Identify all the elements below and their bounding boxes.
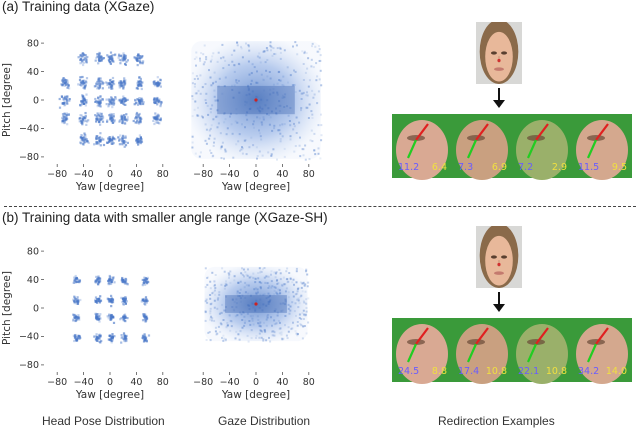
section-a-gaze-plot: −80 −40 0 40 80 Yaw [degree] xyxy=(191,41,323,193)
y-tick-label: 0 xyxy=(33,303,39,314)
redirection-value-left: 24.5 xyxy=(398,366,419,377)
section-b-gaze-plot: −80 −40 0 40 80 Yaw [degree] xyxy=(193,266,315,401)
redirection-tile: 11.5 9.5 xyxy=(572,114,632,180)
y-tick-label: −80 xyxy=(19,152,39,163)
section-b-redirection-examples: 24.5 8.8 17.4 10.8 22.1 10.8 34.2 14.0 xyxy=(392,226,632,384)
gaze-arrow-red-icon xyxy=(535,327,549,345)
x-tick-label: 80 xyxy=(157,169,169,180)
x-tick-label: 40 xyxy=(130,377,142,388)
gaze-arrow-green-icon xyxy=(526,139,538,159)
x-tick-label: 40 xyxy=(276,169,288,180)
face-image xyxy=(476,22,522,84)
x-axis-label: Yaw [degree] xyxy=(221,181,290,193)
redirection-value-left: 11.2 xyxy=(398,162,419,173)
redirection-value-right: 9.5 xyxy=(612,162,627,173)
redirection-value-right: 6.4 xyxy=(432,162,447,173)
gaze-arrow-red-icon xyxy=(415,123,429,141)
x-tick-label: 0 xyxy=(253,169,259,180)
redirection-value-right: 8.8 xyxy=(432,366,447,377)
head-pose-density xyxy=(58,51,163,148)
x-tick-label: −40 xyxy=(220,377,240,388)
x-tick-label: 80 xyxy=(303,377,315,388)
x-axis-label: Yaw [degree] xyxy=(221,389,290,401)
x-tick-label: −40 xyxy=(74,169,94,180)
section-a-title: (a) Training data (XGaze) xyxy=(2,0,155,14)
x-tick-label: −80 xyxy=(47,377,67,388)
y-tick-label: −40 xyxy=(19,332,39,343)
down-arrow-head-icon xyxy=(493,304,505,312)
y-tick-label: 80 xyxy=(27,38,39,49)
y-tick-label: 80 xyxy=(27,246,39,257)
x-tick-label: −40 xyxy=(220,169,240,180)
redirection-value-left: 7.3 xyxy=(458,162,473,173)
x-tick-label: 40 xyxy=(276,377,288,388)
section-a-head-pose-plot: −80 −40 0 40 80 Yaw [degree] 80 40 0 −40 −80 Pitch … xyxy=(1,36,176,193)
gaze-arrow-green-icon xyxy=(466,343,478,363)
gaze-arrow-red-icon xyxy=(595,123,609,141)
caption-redirection: Redirection Examples xyxy=(438,414,555,428)
redirection-value-left: 11.5 xyxy=(578,162,599,173)
redirection-tile: 34.2 14.0 xyxy=(572,318,632,384)
x-tick-label: 0 xyxy=(253,377,259,388)
x-tick-label: 80 xyxy=(303,169,315,180)
x-tick-label: 0 xyxy=(107,377,113,388)
redirection-value-right: 2.9 xyxy=(552,162,567,173)
y-tick-label: −40 xyxy=(19,124,39,135)
gaze-arrow-red-icon xyxy=(535,123,549,141)
redirection-tile: 7.3 6.9 xyxy=(452,114,512,180)
x-tick-label: 0 xyxy=(107,169,113,180)
redirection-value-right: 6.9 xyxy=(492,162,507,173)
y-tick-label: 0 xyxy=(33,95,39,106)
gaze-arrow-green-icon xyxy=(586,139,598,159)
redirection-value-left: 22.1 xyxy=(518,366,539,377)
y-tick-label: 40 xyxy=(27,275,39,286)
redirection-value-left: 17.4 xyxy=(458,366,479,377)
x-axis-label: Yaw [degree] xyxy=(75,181,144,193)
gaze-arrow-red-icon xyxy=(475,123,489,141)
caption-head-pose: Head Pose Distribution xyxy=(42,414,165,428)
section-b-head-pose-plot: −80 −40 0 40 80 Yaw [degree] 80 40 0 −40 −80 Pitch … xyxy=(1,244,176,401)
gaze-arrow-green-icon xyxy=(586,343,598,363)
y-tick-label: 40 xyxy=(27,67,39,78)
section-b-title: (b) Training data with smaller angle ran… xyxy=(2,210,328,225)
gaze-arrow-green-icon xyxy=(526,343,538,363)
redirection-tile: 22.1 10.8 xyxy=(512,318,572,384)
gaze-arrow-green-icon xyxy=(406,139,418,159)
gaze-arrow-red-icon xyxy=(415,327,429,345)
redirection-value-right: 14.0 xyxy=(606,366,627,377)
gaze-arrow-red-icon xyxy=(595,327,609,345)
section-a-redirection-examples: 11.2 6.4 7.3 6.9 7.2 2.9 11.5 9.5 xyxy=(392,22,632,180)
redirection-value-right: 10.8 xyxy=(486,366,507,377)
gaze-arrow-red-icon xyxy=(475,327,489,345)
caption-gaze: Gaze Distribution xyxy=(218,414,311,428)
gaze-density xyxy=(204,266,310,343)
redirection-tile: 11.2 6.4 xyxy=(392,114,452,180)
x-axis-label: Yaw [degree] xyxy=(75,389,144,401)
x-tick-label: −80 xyxy=(193,377,213,388)
gaze-arrow-green-icon xyxy=(406,343,418,363)
section-divider xyxy=(4,206,636,207)
x-tick-label: −80 xyxy=(47,169,67,180)
head-pose-density xyxy=(72,274,151,344)
y-axis-label: Pitch [degree] xyxy=(1,63,13,137)
x-tick-label: 40 xyxy=(130,169,142,180)
redirection-value-right: 10.8 xyxy=(546,366,567,377)
down-arrow-head-icon xyxy=(493,100,505,108)
y-tick-label: −80 xyxy=(19,360,39,371)
redirection-value-left: 7.2 xyxy=(518,162,533,173)
y-axis-label: Pitch [degree] xyxy=(1,271,13,345)
face-image xyxy=(476,226,522,288)
redirection-tile: 17.4 10.8 xyxy=(452,318,512,384)
x-tick-label: 80 xyxy=(157,377,169,388)
gaze-arrow-green-icon xyxy=(466,139,478,159)
x-tick-label: −40 xyxy=(74,377,94,388)
x-tick-label: −80 xyxy=(193,169,213,180)
redirection-value-left: 34.2 xyxy=(578,366,599,377)
redirection-tile: 7.2 2.9 xyxy=(512,114,572,180)
redirection-tile: 24.5 8.8 xyxy=(392,318,452,384)
gaze-density xyxy=(191,41,323,161)
